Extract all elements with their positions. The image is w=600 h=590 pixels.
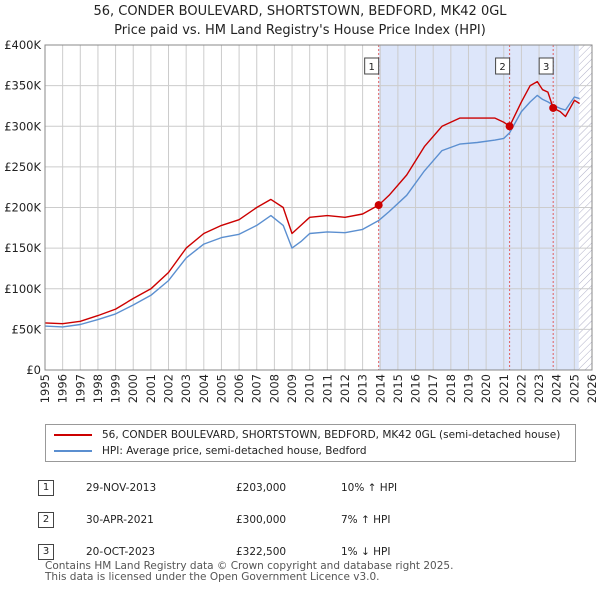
x-tick-label: 2023 [532, 374, 546, 403]
sale-hpi-diff: 7% ↑ HPI [341, 514, 391, 526]
x-tick-label: 2015 [391, 374, 405, 403]
x-tick-label: 2012 [338, 374, 352, 403]
table-row: 2 30-APR-2021 £300,000 7% ↑ HPI [38, 504, 431, 536]
x-tick-label: 2008 [267, 374, 281, 403]
x-tick-label: 1997 [73, 374, 87, 403]
x-tick-label: 2019 [461, 374, 475, 403]
y-tick-label: £150K [4, 241, 41, 255]
x-tick-label: 2002 [162, 374, 176, 403]
sale-date: 20-OCT-2023 [86, 546, 155, 558]
x-tick-label: 2011 [320, 374, 334, 403]
y-tick-label: £400K [4, 38, 41, 52]
price-chart: 1 2 3 £0 £50K £100K £150K £200K £250K £300K £350K… [4, 38, 599, 403]
sale-number: 1 [38, 480, 54, 496]
y-tick-label: £0 [26, 363, 41, 377]
sale-hpi-diff: 10% ↑ HPI [341, 482, 398, 494]
y-tick-label: £300K [4, 119, 41, 133]
x-tick-label: 2010 [303, 374, 317, 403]
footer: Contains HM Land Registry data © Crown c… [45, 561, 453, 583]
y-tick-label: £250K [4, 160, 41, 174]
sale-date: 29-NOV-2013 [86, 482, 157, 494]
x-tick-label: 2025 [567, 374, 581, 403]
x-tick-label: 2026 [585, 374, 599, 403]
chart-title: 56, CONDER BOULEVARD, SHORTSTOWN, BEDFOR… [93, 4, 507, 19]
sale-label-number: 3 [543, 62, 549, 73]
sale-point [505, 122, 514, 131]
x-tick-label: 2004 [197, 374, 211, 403]
y-tick-label: £200K [4, 201, 41, 215]
y-tick-label: £100K [4, 282, 41, 296]
sale-label-number: 2 [499, 62, 505, 73]
sales-table: 1 29-NOV-2013 £203,000 10% ↑ HPI 2 30-AP… [38, 472, 431, 568]
x-tick-label: 2020 [479, 374, 493, 403]
x-tick-label: 1998 [91, 374, 105, 403]
chart-subtitle: Price paid vs. HM Land Registry's House … [114, 23, 486, 38]
x-tick-label: 2017 [426, 374, 440, 403]
sale-label-number: 1 [368, 62, 374, 73]
sale-label-box [495, 57, 511, 75]
x-tick-label: 1999 [109, 374, 123, 403]
x-tick-label: 2014 [373, 374, 387, 403]
sale-hpi-diff: 1% ↓ HPI [341, 546, 391, 558]
x-tick-label: 2022 [514, 374, 528, 403]
sale-price: £300,000 [236, 514, 287, 526]
sale-price: £203,000 [236, 482, 287, 494]
x-tick-label: 2003 [179, 374, 193, 403]
sale-point [549, 103, 558, 112]
x-tick-label: 2005 [214, 374, 228, 403]
sale-label-box [364, 57, 380, 75]
x-tick-label: 1995 [38, 374, 52, 403]
y-tick-label: £50K [12, 322, 42, 336]
sale-price: £322,500 [236, 546, 287, 558]
table-row: 3 20-OCT-2023 £322,500 1% ↓ HPI [38, 536, 431, 568]
x-tick-label: 1996 [56, 374, 70, 403]
footer-line-licence: This data is licensed under the Open Gov… [45, 571, 380, 583]
plot-frame [44, 44, 593, 371]
table-row: 1 29-NOV-2013 £203,000 10% ↑ HPI [38, 472, 431, 504]
property-price-line [44, 80, 580, 325]
x-tick-label: 2024 [550, 374, 564, 403]
legend-label-property: 56, CONDER BOULEVARD, SHORTSTOWN, BEDFOR… [102, 429, 561, 441]
legend-label-hpi: HPI: Average price, semi-detached house,… [102, 445, 367, 457]
footer-line-copyright: Contains HM Land Registry data © Crown c… [45, 560, 454, 572]
legend: 56, CONDER BOULEVARD, SHORTSTOWN, BEDFOR… [45, 424, 576, 462]
x-tick-label: 2001 [144, 374, 158, 403]
sale-number: 3 [38, 544, 54, 560]
x-tick-label: 2006 [232, 374, 246, 403]
hpi-line [44, 94, 580, 328]
legend-swatch-hpi [54, 450, 92, 452]
x-tick-label: 2009 [285, 374, 299, 403]
x-tick-label: 2013 [356, 374, 370, 403]
legend-swatch-property [54, 434, 92, 436]
chart-title-block: 56, CONDER BOULEVARD, SHORTSTOWN, BEDFOR… [0, 2, 600, 40]
x-tick-label: 2018 [444, 374, 458, 403]
x-tick-label: 2016 [409, 374, 423, 403]
sale-date: 30-APR-2021 [86, 514, 154, 526]
sale-number: 2 [38, 512, 54, 528]
x-tick-label: 2000 [126, 374, 140, 403]
x-tick-label: 2007 [250, 374, 264, 403]
sale-label-box [538, 57, 554, 75]
x-tick-label: 2021 [497, 374, 511, 403]
sale-point [374, 201, 383, 210]
y-tick-label: £350K [4, 79, 41, 93]
